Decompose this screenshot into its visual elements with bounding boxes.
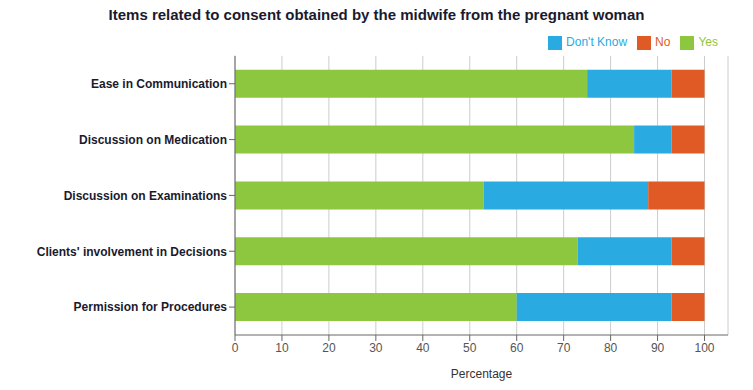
svg-text:10: 10 [275, 341, 289, 355]
svg-text:80: 80 [604, 341, 618, 355]
html-text:Items related to consent obtai: Items related to consent obtained by the… [108, 6, 645, 23]
html-text:Yes: Yes [698, 35, 718, 49]
svg-text:Ease in Communication: Ease in Communication [91, 77, 227, 91]
svg-text:100: 100 [695, 341, 715, 355]
html-text:No: No [655, 35, 671, 49]
svg-text:90: 90 [651, 341, 665, 355]
svg-text:30: 30 [369, 341, 383, 355]
svg-text:20: 20 [322, 341, 336, 355]
svg-text:Permission for Procedures: Permission for Procedures [74, 300, 228, 314]
svg-text:0: 0 [232, 341, 239, 355]
svg-text:Clients' involvement in Decisi: Clients' involvement in Decisions [37, 245, 228, 259]
svg-text:Discussion on Examinations: Discussion on Examinations [64, 189, 228, 203]
svg-text:40: 40 [416, 341, 430, 355]
svg-text:60: 60 [510, 341, 524, 355]
svg-text:Discussion on Medication: Discussion on Medication [79, 133, 227, 147]
svg-text:70: 70 [557, 341, 571, 355]
svg-text:Percentage: Percentage [451, 367, 513, 381]
svg-text:50: 50 [463, 341, 477, 355]
html-text:Don't Know: Don't Know [566, 35, 628, 49]
